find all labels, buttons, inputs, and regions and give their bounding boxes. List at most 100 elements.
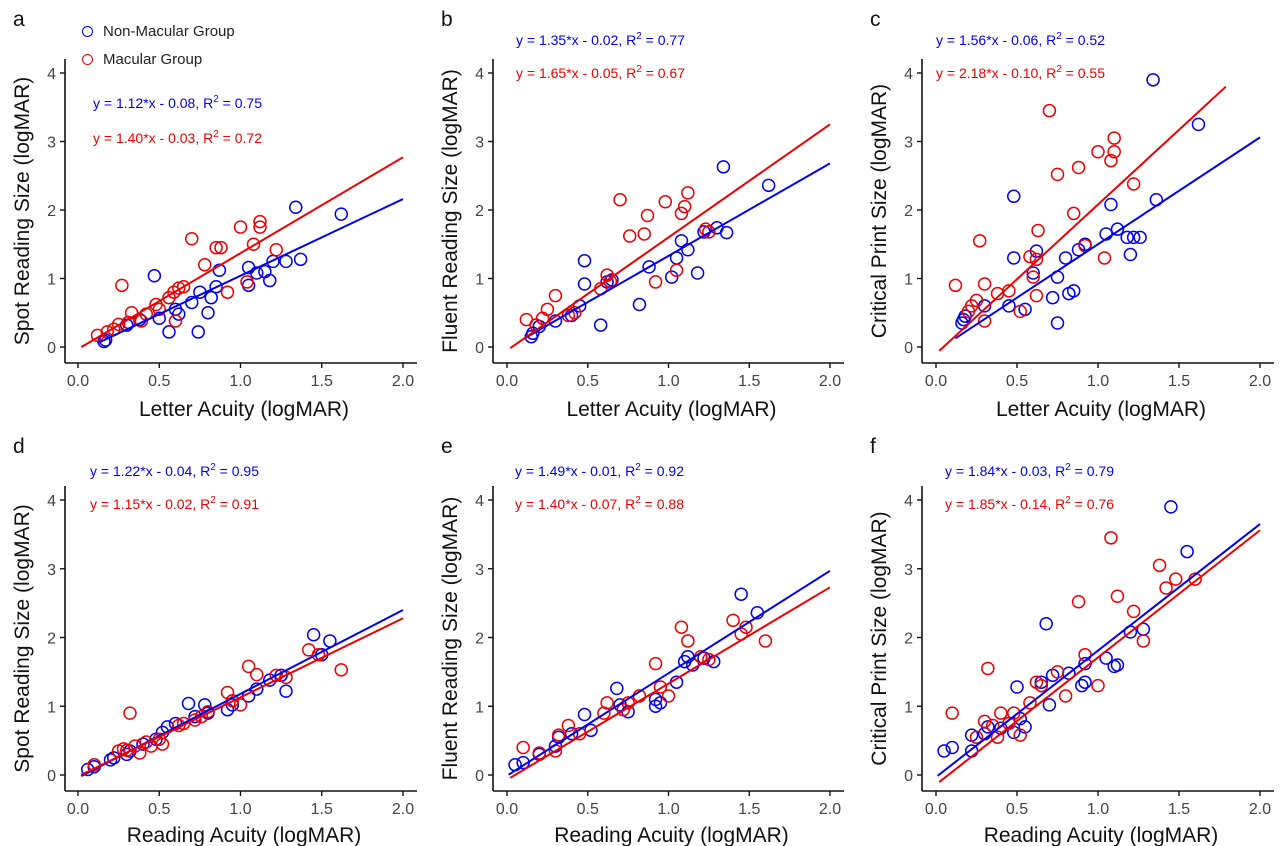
x-tick-label: 1.5 [311, 373, 333, 390]
y-tick-label: 1 [904, 699, 913, 716]
data-point [977, 277, 992, 291]
data-point [258, 264, 272, 279]
fit-line-non-macular [508, 569, 831, 776]
data-point [994, 706, 1008, 720]
y-tick-label: 2 [904, 631, 913, 648]
data-point [155, 737, 170, 751]
data-point [289, 200, 303, 215]
fit-equation-non-macular: y = 1.56*x - 0.06, R2 = 0.52 [936, 31, 1105, 48]
y-axis-label: Critical Print Size (logMAR) [868, 511, 891, 765]
data-point [642, 260, 656, 274]
data-point [937, 744, 951, 758]
x-tick-label: 0.0 [925, 801, 947, 818]
data-point [690, 266, 705, 280]
data-point [120, 318, 134, 332]
y-tick-label: 2 [47, 203, 56, 220]
data-point [577, 707, 592, 722]
panel-a: a 0 1 2 3 4 0.0 0.5 1.0 1.5 2.0 Letter Acuity (logM… [11, 8, 417, 421]
data-point [1075, 678, 1089, 693]
data-point [577, 277, 592, 291]
data-point [1066, 284, 1081, 298]
data-point [640, 208, 655, 223]
data-point [719, 225, 734, 240]
fit-line-macular [80, 156, 404, 348]
x-tick-label: 1.5 [738, 801, 760, 818]
panel-f: f 0 1 2 3 4 0.0 0.5 1.0 1.5 2.0 Reading Acuity (log… [868, 435, 1274, 846]
fit-equation-non-macular: y = 1.35*x - 0.02, R2 = 0.77 [516, 31, 685, 48]
data-point [1091, 678, 1105, 693]
data-point [1078, 647, 1092, 662]
data-point [1104, 197, 1118, 212]
data-point [532, 746, 547, 760]
data-point [152, 311, 166, 325]
data-point [107, 751, 121, 765]
y-tick-label: 1 [475, 699, 484, 716]
data-point [969, 730, 984, 744]
data-point [136, 737, 150, 751]
x-axis-label: Reading Acuity (logMAR) [554, 824, 789, 846]
data-point [1071, 160, 1086, 175]
data-point [653, 696, 668, 710]
data-point [1180, 544, 1194, 559]
x-tick-label: 0.5 [148, 373, 170, 390]
data-point [969, 293, 984, 308]
y-axis-label: Critical Print Size (logMAR) [868, 84, 891, 338]
x-tick-label: 1.0 [657, 801, 679, 818]
data-point [214, 240, 228, 255]
y-tick-label: 4 [475, 66, 484, 83]
data-point [334, 207, 348, 221]
data-point [1050, 167, 1065, 182]
data-point [1107, 131, 1121, 145]
data-point [1110, 658, 1125, 672]
fit-equation-non-macular: y = 1.84*x - 0.03, R2 = 0.79 [945, 462, 1114, 479]
data-point [658, 195, 673, 209]
data-point [279, 684, 293, 698]
x-tick-label: 2.0 [392, 801, 414, 818]
y-tick-label: 4 [47, 493, 56, 510]
data-point [674, 620, 689, 634]
data-point [761, 178, 776, 193]
fit-equation-macular: y = 2.18*x - 0.10, R2 = 0.55 [936, 64, 1105, 81]
x-tick-label: 0.5 [1006, 373, 1028, 390]
x-tick-label: 0.0 [496, 801, 518, 818]
fit-equation-non-macular: y = 1.12*x - 0.08, R2 = 0.75 [93, 94, 262, 111]
y-tick-label: 2 [475, 203, 484, 220]
data-point [269, 668, 283, 683]
panel-letter: f [870, 435, 876, 458]
data-point [1031, 223, 1045, 238]
data-point [990, 730, 1005, 744]
data-point [306, 628, 321, 642]
data-point [653, 680, 668, 694]
legend-marker-non-macular-icon [82, 25, 93, 37]
data-point [561, 308, 576, 323]
x-tick-label: 1.0 [1087, 801, 1109, 818]
data-point [269, 242, 283, 257]
data-point [1010, 680, 1024, 694]
data-point [253, 214, 267, 229]
data-point [945, 706, 959, 720]
data-point [1034, 675, 1049, 689]
y-tick-label: 1 [475, 272, 484, 289]
data-point [162, 325, 176, 339]
y-tick-label: 4 [904, 493, 913, 510]
y-tick-label: 2 [47, 631, 56, 648]
data-point [681, 186, 695, 200]
data-point [1136, 634, 1151, 648]
x-tick-label: 0.5 [577, 373, 599, 390]
fit-equation-macular: y = 1.85*x - 0.14, R2 = 0.76 [945, 495, 1114, 512]
legend-marker-macular-icon [82, 53, 93, 65]
y-tick-label: 3 [475, 135, 484, 152]
data-point [977, 714, 992, 729]
data-point [1191, 117, 1206, 132]
y-tick-label: 1 [47, 699, 56, 716]
data-point [605, 273, 619, 287]
data-point [1110, 589, 1125, 603]
y-tick-label: 0 [47, 768, 56, 785]
data-point [1023, 249, 1037, 264]
x-tick-label: 1.5 [311, 801, 333, 818]
data-point [622, 229, 637, 243]
data-point [1097, 251, 1112, 265]
data-point [681, 634, 695, 648]
data-point [246, 237, 261, 251]
data-point [1104, 153, 1118, 168]
